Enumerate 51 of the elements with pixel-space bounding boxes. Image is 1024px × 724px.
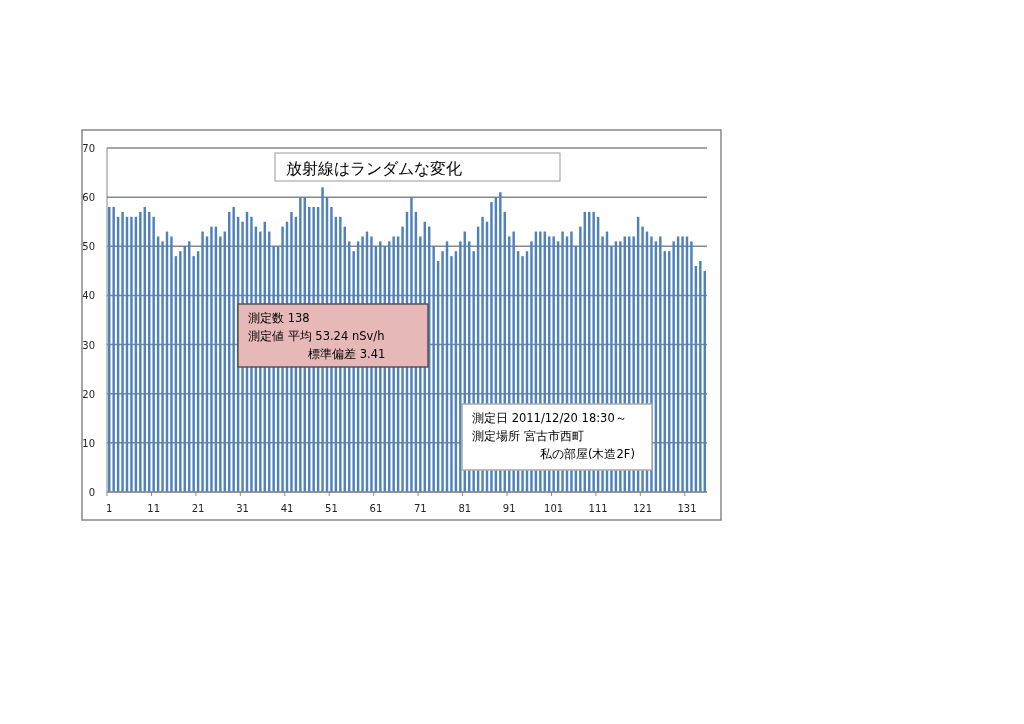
- y-tick-label: 20: [82, 388, 95, 400]
- bar: [672, 241, 675, 492]
- bar: [112, 206, 115, 492]
- annotation: 測定日 2011/12/20 18:30～: [472, 411, 627, 425]
- bar: [659, 236, 662, 492]
- bar: [121, 211, 124, 492]
- bar: [201, 231, 204, 492]
- x-tick-label: 91: [502, 503, 516, 514]
- annotation: 測定場所 宮古市西町: [472, 429, 584, 443]
- y-tick-label: 60: [82, 192, 95, 204]
- bar: [210, 226, 213, 492]
- bar: [450, 256, 453, 492]
- bar: [179, 251, 182, 492]
- bar: [681, 236, 684, 492]
- bar: [219, 236, 222, 492]
- y-tick-label: 30: [82, 339, 95, 351]
- x-tick-label: 131: [677, 503, 697, 514]
- x-tick-label: 121: [633, 503, 653, 514]
- bar: [139, 211, 142, 492]
- bar: [130, 216, 133, 492]
- x-tick-label: 21: [191, 503, 205, 514]
- x-tick-label: 51: [325, 503, 338, 514]
- annotation: 私の部屋(木造2F): [540, 447, 635, 461]
- bar: [441, 251, 444, 492]
- bar: [161, 241, 164, 492]
- y-tick-label: 10: [82, 437, 95, 449]
- x-tick-label: 101: [544, 503, 564, 514]
- bar: [699, 261, 702, 492]
- bar: [432, 246, 435, 492]
- annotation: 測定値 平均 53.24 nSv/h: [248, 329, 385, 343]
- annotation: 標準偏差 3.41: [308, 347, 386, 361]
- x-tick-label: 41: [280, 503, 294, 514]
- bar: [232, 206, 235, 492]
- bar: [192, 256, 195, 492]
- bar: [459, 241, 462, 492]
- x-tick-label: 31: [236, 503, 249, 514]
- bar: [152, 216, 155, 492]
- x-tick-label: 1: [106, 503, 113, 514]
- x-tick-label: 71: [413, 503, 427, 514]
- y-tick-label: 0: [88, 487, 95, 498]
- y-tick-label: 40: [82, 290, 95, 302]
- bar: [690, 241, 693, 492]
- y-tick-label: 70: [82, 143, 95, 154]
- y-tick-label: 50: [82, 241, 95, 253]
- text: 放射線はランダムな変化: [286, 159, 462, 178]
- x-tick-label: 111: [588, 503, 608, 514]
- annotation: 測定数 138: [248, 311, 310, 325]
- bar: [170, 236, 173, 492]
- x-tick-label: 81: [458, 503, 472, 514]
- x-tick-label: 61: [369, 503, 383, 514]
- x-tick-label: 11: [147, 503, 161, 514]
